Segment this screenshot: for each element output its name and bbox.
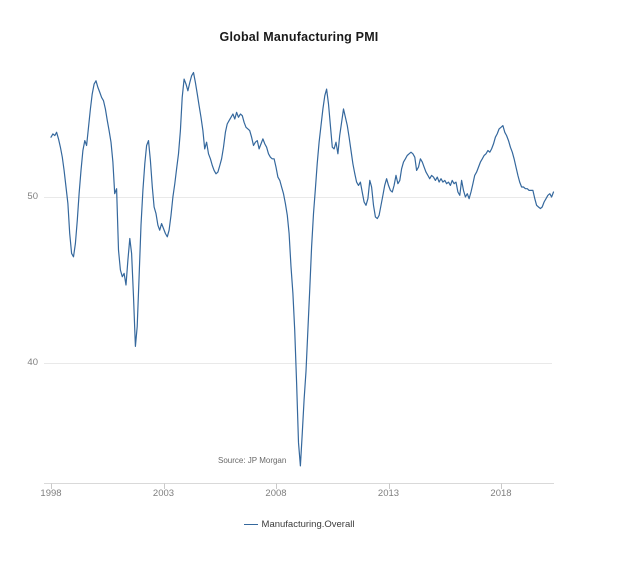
legend-label: Manufacturing.Overall xyxy=(261,519,355,530)
x-tick-label-2018: 2018 xyxy=(490,488,512,499)
source-annotation: Source: JP Morgan xyxy=(218,456,287,465)
legend: Manufacturing.Overall xyxy=(44,519,554,530)
x-tick-label-2003: 2003 xyxy=(152,488,175,499)
chart-title: Global Manufacturing PMI xyxy=(219,30,379,44)
x-tick-label-2013: 2013 xyxy=(377,488,400,499)
pmi-series-path xyxy=(50,71,555,467)
legend-line-swatch xyxy=(243,524,258,525)
series-line xyxy=(50,71,555,467)
y-tick-label-50: 50 xyxy=(27,191,38,202)
y-tick-label-40: 40 xyxy=(27,357,38,368)
x-tick-label-1998: 1998 xyxy=(40,488,62,499)
gridlines xyxy=(44,197,552,364)
x-tick-label-2008: 2008 xyxy=(265,488,287,499)
x-axis xyxy=(44,483,554,489)
